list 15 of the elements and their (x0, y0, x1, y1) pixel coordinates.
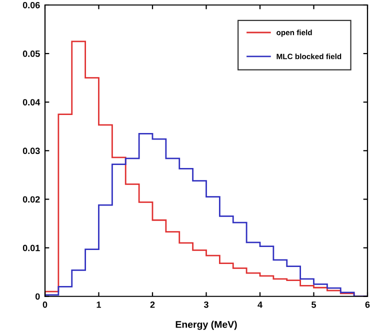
x-axis-title: Energy (MeV) (176, 320, 237, 330)
x-tick-label: 6 (365, 301, 370, 308)
y-tick-label: 0.03 (22, 148, 40, 154)
x-tick-label: 3 (204, 301, 208, 308)
x-tick-label: 5 (312, 302, 316, 308)
y-tick-label: 0.02 (22, 196, 40, 203)
x-tick-label: 1 (96, 302, 102, 308)
y-tick-label: 0.06 (22, 2, 40, 8)
y-tick-label: 0.01 (22, 244, 40, 252)
y-tick-label: 0 (35, 293, 40, 300)
x-tick-label: 2 (150, 301, 155, 308)
y-tick-label: 0.04 (22, 99, 40, 106)
x-tick-label: 0 (42, 301, 48, 308)
x-tick-label: 4 (258, 302, 262, 308)
y-tick-label: 0.05 (22, 50, 40, 57)
